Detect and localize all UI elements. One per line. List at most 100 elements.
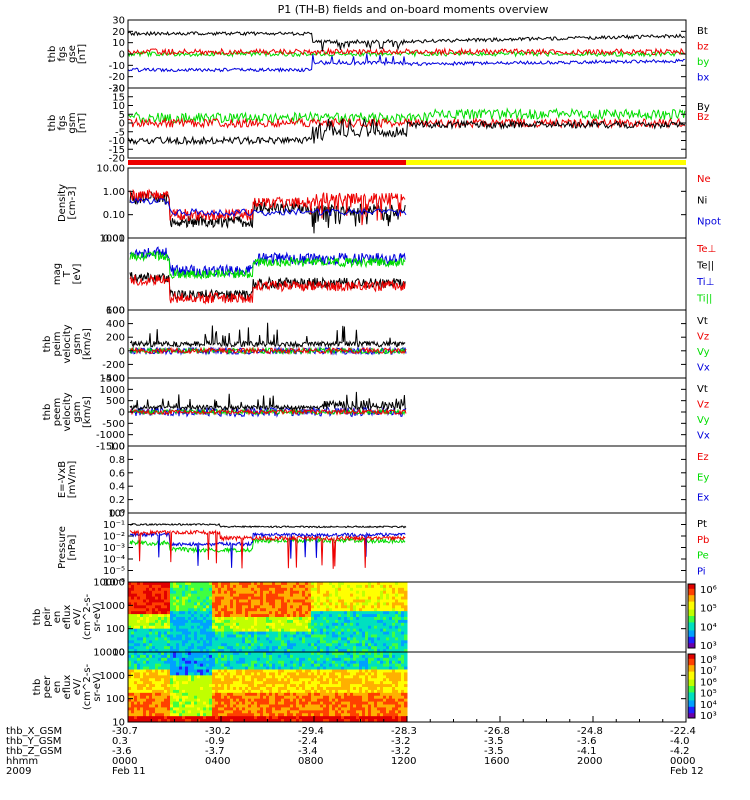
spectrogram-cell xyxy=(230,649,234,652)
spectrogram-cell xyxy=(323,710,327,714)
spectrogram-cell xyxy=(359,701,363,705)
spectrogram-cell xyxy=(131,582,135,586)
spectrogram-cell xyxy=(299,646,303,650)
spectrogram-cell xyxy=(389,716,393,720)
spectrogram-cell xyxy=(347,634,351,638)
spectrogram-cell xyxy=(269,605,273,609)
spectrogram-cell xyxy=(272,628,276,633)
spectrogram-cell xyxy=(305,710,309,714)
spectrogram-cell xyxy=(251,689,255,694)
spectrogram-cell xyxy=(290,599,294,603)
spectrogram-cell xyxy=(233,611,237,615)
spectrogram-cell xyxy=(335,698,339,703)
spectrogram-cell xyxy=(272,663,276,668)
x-tick-label: -26.8 xyxy=(484,726,510,737)
spectrogram-cell xyxy=(221,602,225,606)
x-tick-label: -30.2 xyxy=(205,726,231,737)
spectrogram-cell xyxy=(242,695,246,700)
spectrogram-cell xyxy=(353,637,357,641)
panel-traces xyxy=(128,652,408,722)
spectrogram-cell xyxy=(350,625,354,630)
spectrogram-cell xyxy=(386,582,390,586)
spectrogram-cell xyxy=(200,605,204,609)
spectrogram-cell xyxy=(356,681,360,685)
spectrogram-cell xyxy=(287,631,291,635)
colorbar-cell xyxy=(688,687,695,690)
spectrogram-cell xyxy=(149,713,153,717)
spectrogram-cell xyxy=(206,631,210,635)
spectrogram-cell xyxy=(290,654,294,659)
spectrogram-cell xyxy=(260,640,264,644)
spectrogram-cell xyxy=(353,710,357,714)
spectrogram-cell xyxy=(335,652,339,656)
spectrogram-cell xyxy=(221,596,225,600)
spectrogram-cell xyxy=(386,652,390,656)
spectrogram-cell xyxy=(365,631,369,635)
spectrogram-cell xyxy=(311,582,315,586)
spectrogram-cell xyxy=(377,614,381,618)
spectrogram-cell xyxy=(356,625,360,630)
spectrogram-cell xyxy=(383,713,387,717)
spectrogram-cell xyxy=(155,643,159,647)
colorbar-cell xyxy=(688,674,695,677)
spectrogram-cell xyxy=(170,689,174,694)
spectrogram-cell xyxy=(191,611,195,615)
spectrogram-cell xyxy=(296,640,300,644)
spectrogram-cell xyxy=(146,587,150,592)
spectrogram-cell xyxy=(389,617,393,621)
spectrogram-cell xyxy=(329,602,333,606)
spectrogram-cell xyxy=(302,602,306,606)
spectrogram-cell xyxy=(188,657,192,662)
spectrogram-cell xyxy=(206,719,210,722)
spectrogram-cell xyxy=(293,625,297,630)
spectrogram-cell xyxy=(158,608,162,612)
spectrogram-cell xyxy=(386,663,390,668)
spectrogram-cell xyxy=(200,608,204,612)
spectrogram-cell xyxy=(146,695,150,700)
colorbar-cell xyxy=(688,711,695,714)
spectrogram-cell xyxy=(311,617,315,621)
spectrogram-cell xyxy=(263,652,267,656)
spectrogram-cell xyxy=(140,593,144,598)
spectrogram-cell xyxy=(134,646,138,650)
spectrogram-cell xyxy=(377,617,381,621)
spectrogram-cell xyxy=(137,622,141,627)
y-axis-label: peer xyxy=(42,675,53,699)
spectrogram-cell xyxy=(404,652,408,656)
spectrogram-cell xyxy=(128,611,132,615)
spectrogram-cell xyxy=(176,649,180,652)
spectrogram-cell xyxy=(344,649,348,652)
spectrogram-cell xyxy=(380,684,384,688)
spectrogram-cell xyxy=(305,605,309,609)
spectrogram-cell xyxy=(404,640,408,644)
spectrogram-cell xyxy=(158,631,162,635)
spectrogram-cell xyxy=(164,608,168,612)
spectrogram-cell xyxy=(236,617,240,621)
spectrogram-cell xyxy=(248,716,252,720)
spectrogram-cell xyxy=(131,657,135,662)
spectrogram-cell xyxy=(344,701,348,705)
spectrogram-cell xyxy=(398,587,402,592)
spectrogram-cell xyxy=(152,684,156,688)
spectrogram-cell xyxy=(299,704,303,708)
spectrogram-cell xyxy=(332,611,336,615)
spectrogram-cell xyxy=(314,719,318,722)
panel-frame xyxy=(127,445,687,514)
spectrogram-cell xyxy=(233,646,237,650)
spectrogram-cell xyxy=(386,704,390,708)
spectrogram-cell xyxy=(158,652,162,656)
spectrogram-cell xyxy=(269,675,273,679)
spectrogram-cell xyxy=(137,707,141,711)
spectrogram-cell xyxy=(134,643,138,647)
spectrogram-cell xyxy=(323,681,327,685)
spectrogram-cell xyxy=(272,614,276,618)
spectrogram-cell xyxy=(299,675,303,679)
spectrogram-cell xyxy=(320,611,324,615)
spectrogram-cell xyxy=(317,707,321,711)
spectrogram-cell xyxy=(260,590,264,595)
spectrogram-cell xyxy=(329,698,333,703)
spectrogram-cell xyxy=(128,637,132,641)
spectrogram-cell xyxy=(242,637,246,641)
spectrogram-cell xyxy=(404,587,408,592)
spectrogram-cell xyxy=(140,710,144,714)
